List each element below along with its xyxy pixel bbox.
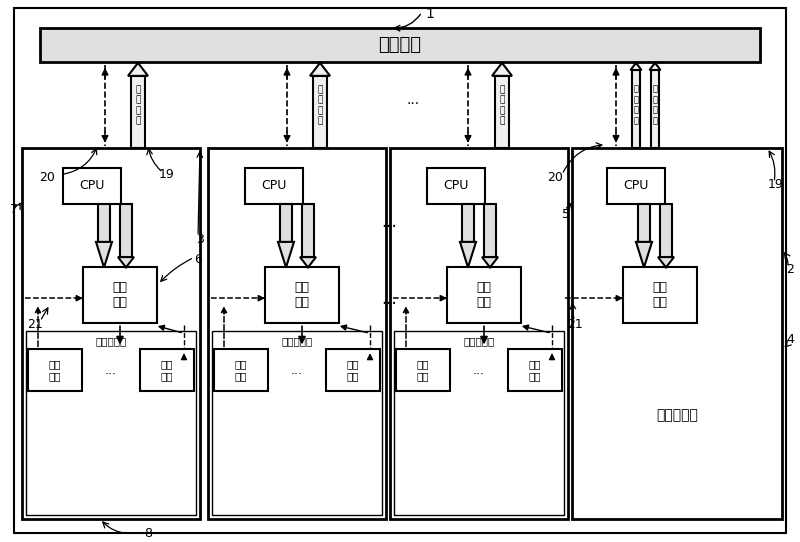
Text: CPU: CPU (262, 179, 286, 192)
Text: 交换
矩阵: 交换 矩阵 (653, 281, 667, 309)
Bar (638, 204, 650, 242)
Polygon shape (630, 63, 642, 70)
Text: 数
据
通
道: 数 据 通 道 (634, 85, 638, 125)
Bar (28, 349, 82, 391)
Text: ...: ... (381, 212, 397, 230)
Bar (494, 76, 509, 148)
Text: 3: 3 (196, 233, 204, 246)
Bar (212, 331, 382, 515)
Bar (83, 267, 157, 324)
Text: 端口
模组: 端口 模组 (161, 359, 174, 381)
Bar (131, 76, 146, 148)
Text: 端口
模组: 端口 模组 (49, 359, 62, 381)
Bar (140, 349, 194, 391)
Bar (607, 167, 665, 204)
Polygon shape (658, 257, 674, 267)
Text: 端口
模组: 端口 模组 (234, 359, 247, 381)
Bar (326, 349, 380, 391)
Bar (208, 148, 386, 519)
Text: 端口
模组: 端口 模组 (417, 359, 430, 381)
Text: 19: 19 (159, 168, 175, 181)
Text: CPU: CPU (443, 179, 469, 192)
Polygon shape (128, 63, 148, 76)
Bar (462, 204, 474, 242)
Bar (265, 267, 339, 324)
Bar (214, 349, 268, 391)
Text: 6: 6 (194, 253, 202, 266)
Polygon shape (310, 63, 330, 76)
Text: 交换
芯片: 交换 芯片 (113, 281, 127, 309)
Bar (245, 167, 303, 204)
Text: 数
据
通
道: 数 据 通 道 (653, 85, 658, 125)
Bar (651, 70, 659, 148)
Text: 19: 19 (768, 178, 784, 191)
Text: 端口
模组: 端口 模组 (346, 359, 359, 381)
Bar (313, 76, 327, 148)
Text: ...: ... (291, 364, 303, 377)
Polygon shape (118, 257, 134, 267)
Bar (40, 28, 760, 62)
Polygon shape (278, 242, 294, 267)
Text: 5: 5 (562, 208, 570, 221)
Polygon shape (636, 242, 652, 267)
Bar (660, 204, 672, 257)
Polygon shape (460, 242, 476, 267)
Text: CPU: CPU (623, 179, 649, 192)
Bar (623, 267, 697, 324)
Bar (98, 204, 110, 242)
Polygon shape (482, 257, 498, 267)
Bar (427, 167, 485, 204)
Text: 管理板模块: 管理板模块 (656, 408, 698, 422)
Text: 交换
芯片: 交换 芯片 (294, 281, 310, 309)
Text: ...: ... (406, 93, 419, 107)
Bar (22, 148, 200, 519)
Text: ...: ... (105, 364, 117, 377)
Text: 数
据
通
道: 数 据 通 道 (135, 85, 141, 125)
Bar (484, 204, 496, 257)
Polygon shape (300, 257, 316, 267)
Text: 数
据
通
道: 数 据 通 道 (499, 85, 505, 125)
Bar (280, 204, 292, 242)
Text: 4: 4 (786, 333, 794, 346)
Text: 端口
模组: 端口 模组 (529, 359, 542, 381)
Bar (63, 167, 121, 204)
Bar (396, 349, 450, 391)
Text: 20: 20 (547, 171, 563, 184)
Text: 业务卡模块: 业务卡模块 (95, 336, 126, 346)
Text: 2: 2 (786, 263, 794, 276)
Bar (572, 148, 782, 519)
Text: 业务卡模块: 业务卡模块 (463, 336, 494, 346)
Bar (26, 331, 196, 515)
Polygon shape (492, 63, 512, 76)
Bar (390, 148, 568, 519)
Polygon shape (96, 242, 112, 267)
Text: 交换背板: 交换背板 (378, 36, 422, 54)
Polygon shape (650, 63, 661, 70)
Text: 8: 8 (144, 527, 152, 540)
Text: 20: 20 (39, 171, 55, 184)
Bar (120, 204, 132, 257)
Bar (632, 70, 640, 148)
Text: 1: 1 (426, 7, 434, 21)
Bar (447, 267, 521, 324)
Text: CPU: CPU (79, 179, 105, 192)
Text: 交换
芯片: 交换 芯片 (477, 281, 491, 309)
Bar (302, 204, 314, 257)
Text: ...: ... (473, 364, 485, 377)
Bar (508, 349, 562, 391)
Text: 7: 7 (10, 203, 18, 216)
Text: ...: ... (381, 291, 397, 308)
Text: 21: 21 (567, 318, 583, 331)
Bar (394, 331, 564, 515)
Text: 21: 21 (27, 318, 43, 331)
Text: 业务卡模块: 业务卡模块 (282, 336, 313, 346)
Text: 数
据
通
道: 数 据 通 道 (318, 85, 322, 125)
